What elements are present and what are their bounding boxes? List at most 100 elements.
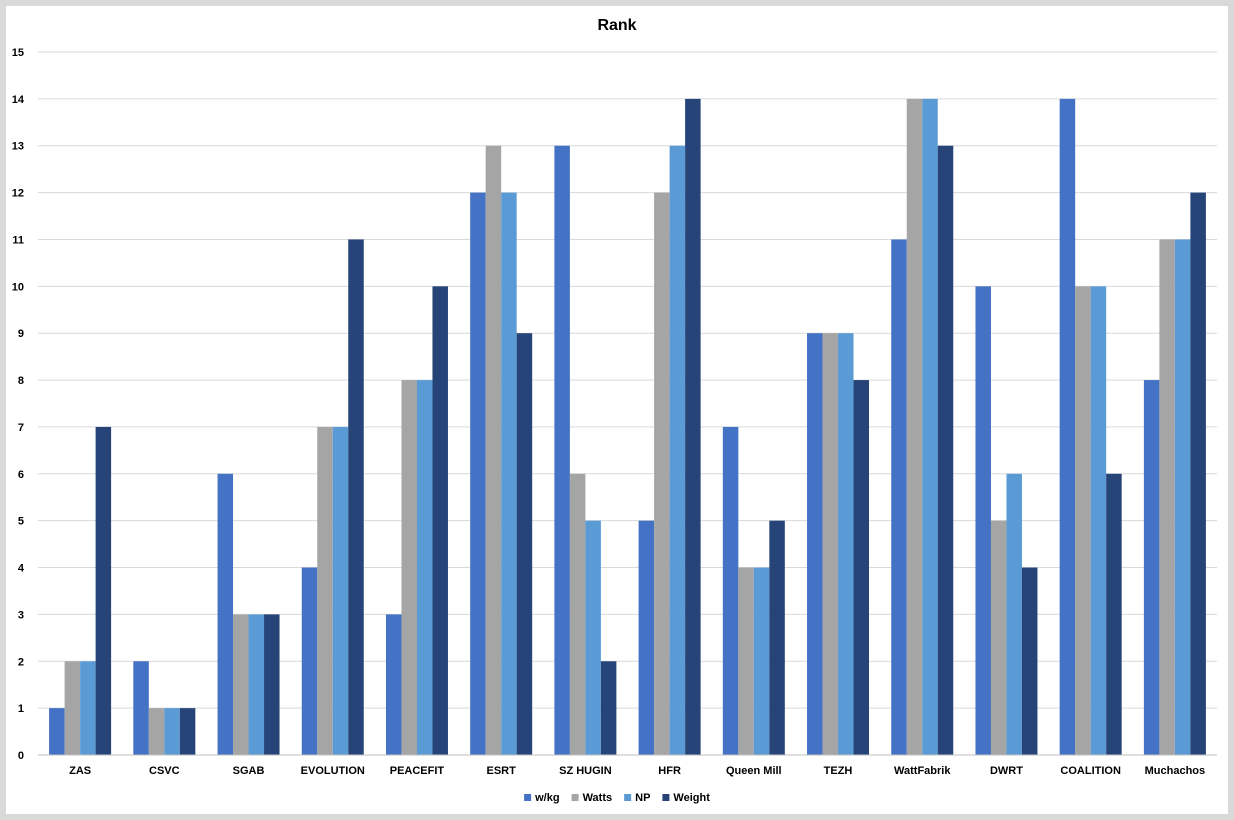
bar-watts-tezh [822,333,839,755]
bar-watts-coalition [1075,286,1091,755]
legend-label: Weight [673,792,710,804]
y-tick-label: 14 [12,94,25,106]
y-tick-label: 8 [18,375,24,387]
bar-w-kg-muchachos [1143,380,1160,755]
bar-np-hfr [669,145,686,755]
bar-np-esrt [501,192,517,756]
bar-w-kg-peacefit [385,614,402,755]
bar-watts-sgab [233,614,249,755]
bar-w-kg-sz-hugin [554,145,570,755]
x-tick-label: Queen Mill [726,765,782,777]
gridlines [38,51,1217,709]
bar-watts-esrt [485,145,502,755]
bar-w-kg-zas [49,708,65,755]
y-tick-label: 2 [18,656,24,668]
bar-w-kg-dwrt [975,286,991,755]
bar-w-kg-csvc [133,661,149,755]
bar-weight-csvc [179,708,196,755]
bar-np-sz-hugin [585,520,601,755]
legend-label: Watts [583,792,613,804]
bar-np-queen-mill [753,567,770,755]
bar-weight-esrt [516,333,533,755]
bar-w-kg-coalition [1059,98,1076,755]
x-tick-label: EVOLUTION [301,765,365,777]
bar-np-zas [80,661,96,755]
bar-w-kg-sgab [217,473,234,755]
y-tick-label: 10 [12,281,24,293]
bar-watts-sz-hugin [569,473,586,755]
bar-weight-zas [95,426,112,755]
bar-watts-zas [64,661,81,755]
x-tick-label: DWRT [990,765,1023,777]
bar-weight-coalition [1106,473,1122,755]
legend-swatch [624,794,632,801]
bar-weight-evolution [348,239,364,755]
x-tick-label: HFR [658,765,681,777]
x-tick-label: PEACEFIT [390,765,445,777]
y-tick-label: 7 [18,422,24,434]
bar-watts-muchachos [1159,239,1175,755]
bar-watts-queen-mill [738,567,754,755]
bar-w-kg-esrt [470,192,486,756]
bar-np-coalition [1090,286,1107,755]
bar-np-sgab [248,614,265,755]
x-tick-label: COALITION [1060,765,1121,777]
x-tick-label: ESRT [487,765,517,777]
bar-watts-dwrt [990,520,1007,755]
y-tick-label: 5 [18,516,24,528]
bar-w-kg-tezh [807,333,823,755]
bar-weight-sz-hugin [600,661,617,755]
legend-swatch [662,794,670,801]
x-tick-label: CSVC [149,765,180,777]
y-tick-label: 4 [18,563,25,575]
legend: w/kg Watts NP Weight [524,792,710,804]
bar-np-muchachos [1174,239,1191,755]
bar-np-tezh [838,333,854,755]
y-tick-label: 0 [18,750,24,762]
bar-weight-muchachos [1190,192,1206,756]
bar-weight-queen-mill [769,520,785,755]
bar-w-kg-hfr [638,520,655,755]
y-tick-label: 9 [18,328,24,340]
x-axis: ZAS CSVC SGAB EVOLUTION PEACEFIT ESRT SZ HUGIN… [38,754,1217,777]
bar-np-csvc [164,708,180,755]
y-tick-label: 3 [18,609,24,621]
y-tick-label: 1 [18,703,24,715]
x-tick-label: TEZH [824,765,853,777]
legend-label: w/kg [534,792,559,804]
bar-w-kg-evolution [301,567,318,755]
y-tick-label: 13 [12,141,24,153]
bar-watts-peacefit [401,380,417,755]
x-tick-label: SGAB [233,765,265,777]
bar-weight-wattfabrik [937,145,954,755]
bar-np-dwrt [1006,473,1022,755]
x-tick-label: ZAS [69,765,91,777]
y-tick-label: 11 [12,234,24,246]
legend-swatch [571,794,579,801]
x-tick-label: Muchachos [1145,765,1206,777]
legend-swatch [524,794,532,801]
bar-np-wattfabrik [922,98,938,755]
bar-weight-dwrt [1021,567,1038,755]
y-tick-label: 6 [18,469,24,481]
y-tick-label: 12 [12,188,24,200]
bar-watts-csvc [148,708,165,755]
bar-w-kg-queen-mill [722,426,739,755]
bar-weight-hfr [685,98,701,755]
bar-watts-evolution [317,426,333,755]
bars [49,98,1206,756]
bar-np-evolution [332,426,349,755]
bar-watts-wattfabrik [906,98,923,755]
bar-watts-hfr [654,192,670,756]
legend-label: NP [635,792,650,804]
y-tick-label: 15 [12,47,24,59]
bar-weight-sgab [264,614,280,755]
bar-weight-peacefit [432,286,448,755]
bar-w-kg-wattfabrik [891,239,907,755]
bar-np-peacefit [416,380,433,755]
chart-title: Rank [597,17,636,34]
x-tick-label: SZ HUGIN [559,765,612,777]
